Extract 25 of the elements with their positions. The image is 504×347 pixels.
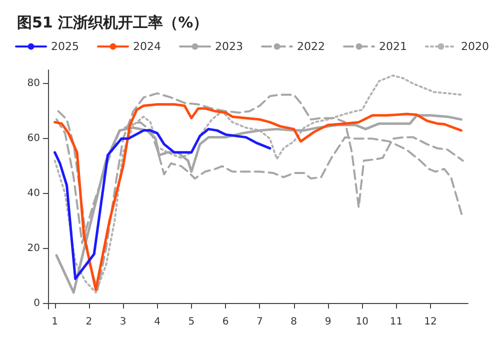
legend-label: 2023: [215, 40, 244, 53]
chart-title: 图51 江浙织机开工率（%）: [17, 14, 208, 32]
x-tick-label: 1: [52, 316, 58, 328]
x-tick-label: 11: [390, 316, 403, 328]
line-series: [54, 128, 272, 280]
legend-label: 2022: [297, 40, 325, 53]
x-tick-label: 2: [86, 316, 92, 328]
y-tick-label: 0: [34, 298, 40, 310]
legend-label: 2020: [460, 40, 489, 53]
x-tick-label: 9: [324, 316, 332, 328]
x-tick-label: 5: [188, 316, 195, 328]
y-tick-label: 80: [27, 78, 40, 90]
legend-label: 2021: [378, 40, 407, 53]
x-tick-label: 4: [154, 316, 160, 328]
y-tick-label: 60: [27, 133, 40, 144]
x-tick-label: 10: [356, 316, 369, 328]
legend-label: 2024: [133, 40, 162, 53]
x-tick-label: 8: [290, 316, 298, 328]
x-tick-label: 12: [424, 316, 437, 328]
y-tick-label: 40: [27, 188, 40, 200]
x-tick-label: 3: [120, 316, 126, 328]
x-tick-label: 7: [256, 316, 263, 328]
legend-label: 2025: [51, 40, 80, 53]
x-tick-label: 6: [222, 316, 229, 328]
y-tick-label: 20: [27, 243, 40, 254]
